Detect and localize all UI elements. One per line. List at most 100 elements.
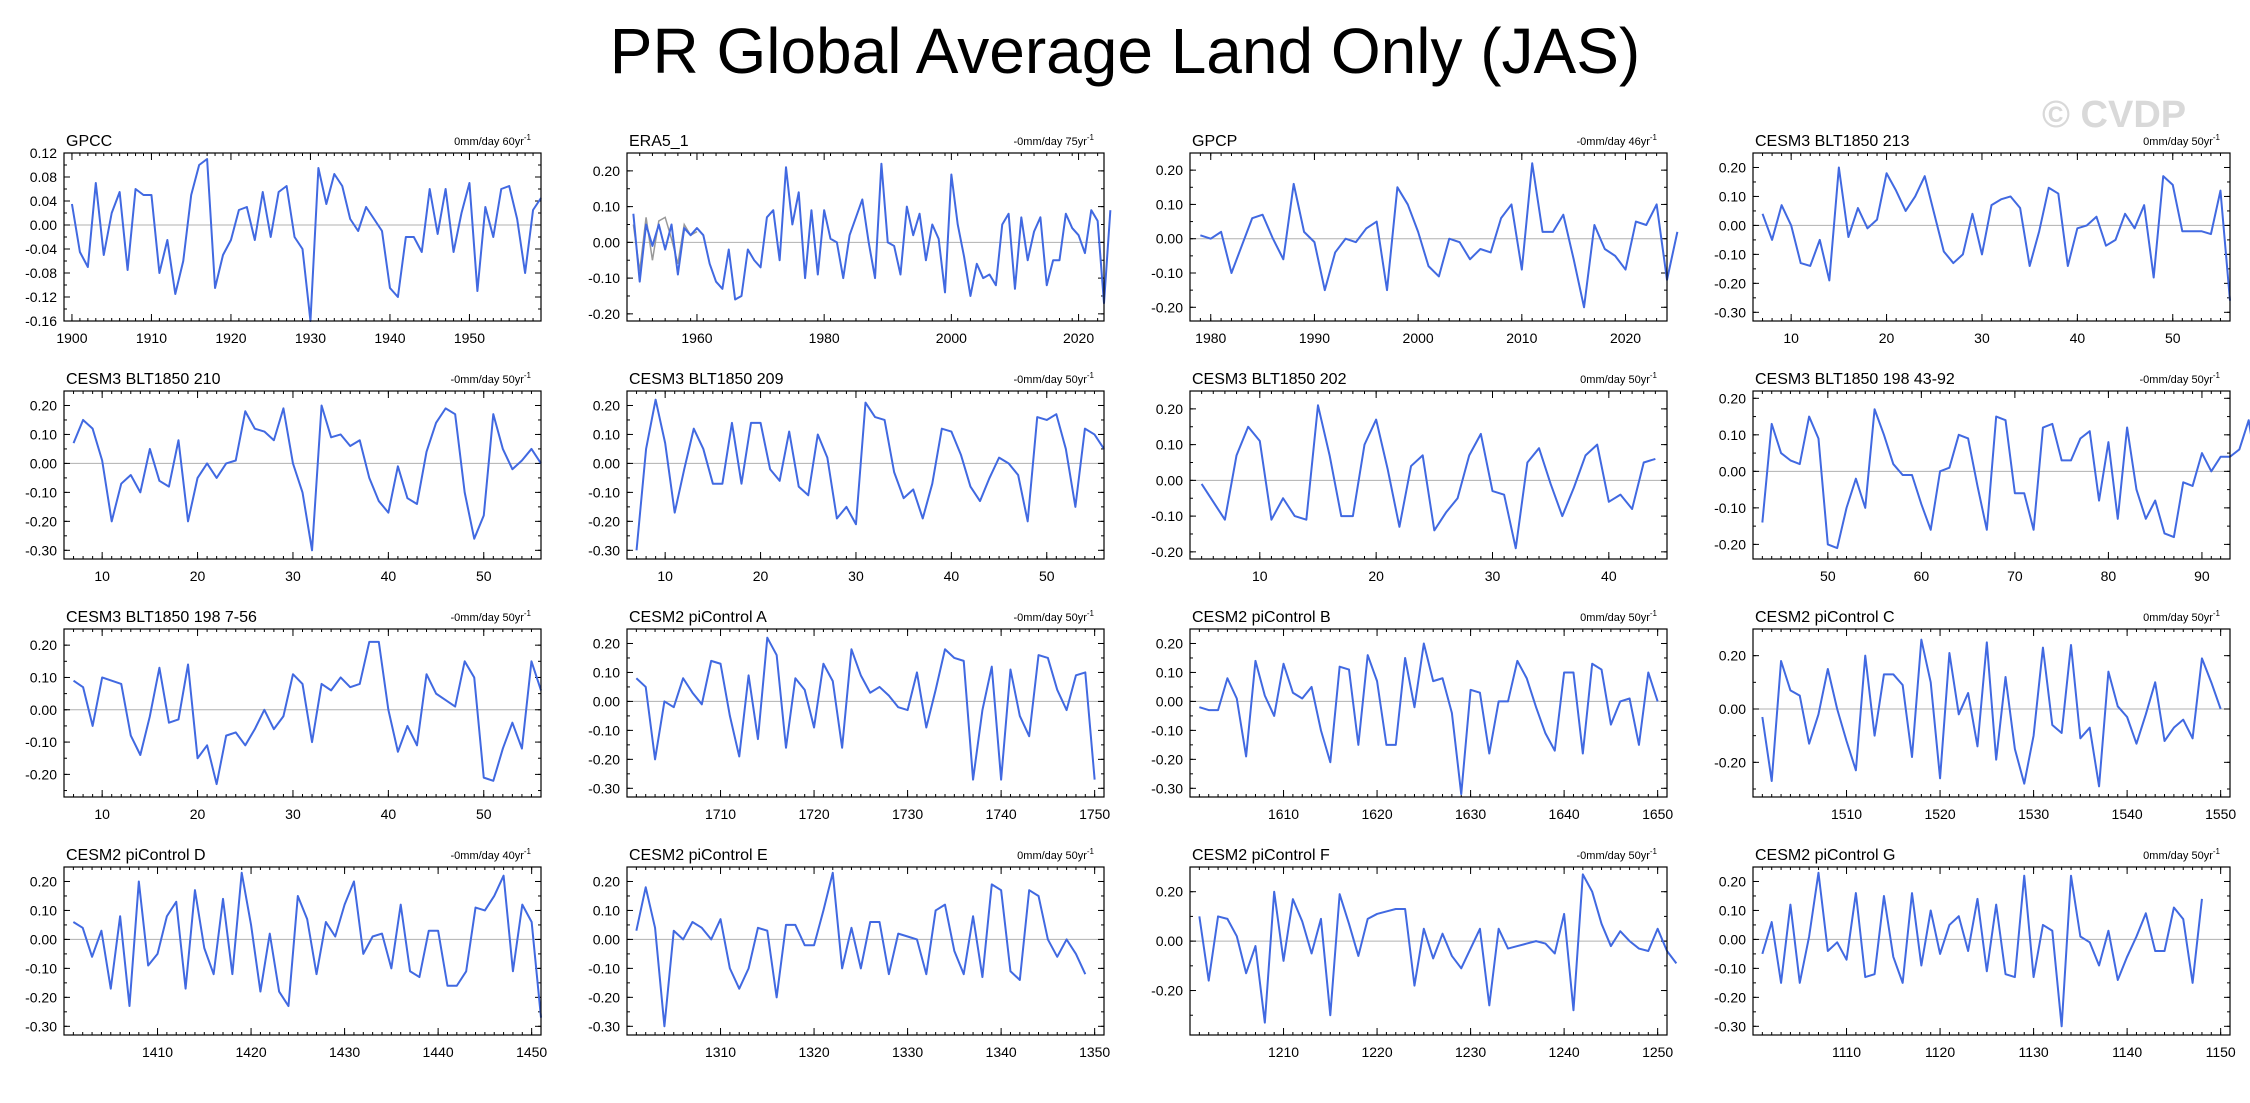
x-tick-label: 1450 xyxy=(516,1044,547,1060)
y-tick-label: 0.10 xyxy=(593,902,620,918)
series-line xyxy=(70,158,542,322)
x-tick-label: 1110 xyxy=(1832,1044,1861,1060)
series-line xyxy=(1761,871,2203,1028)
trend-superscript: -1 xyxy=(1650,847,1658,856)
x-tick-label: 1920 xyxy=(215,330,246,346)
chart-panel-4: CESM3 BLT1850 213 0mm/day 50yr-1 -0.30 -0.2… xyxy=(1714,133,2231,346)
x-tick-label: 1550 xyxy=(2205,806,2236,822)
x-tick-label: 1620 xyxy=(1361,806,1392,822)
panel-title: CESM3 BLT1850 202 xyxy=(1192,371,1347,388)
trend-label: -0mm/day 50yr-1 xyxy=(1014,371,1095,386)
trend-superscript: -1 xyxy=(1087,609,1095,618)
plot-frame xyxy=(1752,152,2231,322)
series-line xyxy=(72,404,542,552)
trend-label: -0mm/day 50yr-1 xyxy=(1014,609,1095,624)
x-tick-label: 1330 xyxy=(892,1044,923,1060)
y-tick-label: 0.10 xyxy=(1719,188,1746,204)
x-tick-label: 30 xyxy=(848,568,864,584)
x-tick-label: 1410 xyxy=(142,1044,173,1060)
series-line xyxy=(72,640,542,786)
y-tick-label: 0.20 xyxy=(1156,401,1183,417)
chart-panel-3: GPCP -0mm/day 46yr-1 -0.20 -0.10 0.00 0.10 0.2… xyxy=(1151,133,1679,346)
trend-superscript: -1 xyxy=(1087,371,1095,380)
x-tick-label: 1990 xyxy=(1299,330,1330,346)
x-tick-label: 2000 xyxy=(1403,330,1434,346)
x-tick-label: 50 xyxy=(1039,568,1055,584)
series-line xyxy=(1198,873,1678,1024)
y-tick-label: -0.10 xyxy=(588,960,620,976)
trend-superscript: -1 xyxy=(524,133,532,142)
y-tick-label: 0.20 xyxy=(1156,635,1183,651)
trend-superscript: -1 xyxy=(1650,609,1658,618)
x-tick-label: 1340 xyxy=(986,1044,1017,1060)
x-tick-label: 1140 xyxy=(2112,1044,2142,1060)
x-tick-label: 90 xyxy=(2194,568,2210,584)
x-tick-label: 10 xyxy=(1252,568,1268,584)
y-tick-label: 0.20 xyxy=(30,397,57,413)
x-tick-label: 1240 xyxy=(1549,1044,1580,1060)
y-tick-label: 0.00 xyxy=(593,234,620,250)
x-tick-label: 20 xyxy=(1879,330,1895,346)
plot-frame xyxy=(63,152,542,322)
series-line xyxy=(1761,166,2231,301)
trend-label: 0mm/day 60yr-1 xyxy=(454,133,531,148)
trend-superscript: -1 xyxy=(2213,609,2221,618)
y-tick-label: 0.10 xyxy=(593,199,620,215)
y-tick-label: 0.20 xyxy=(1156,884,1183,900)
trend-label: 0mm/day 50yr-1 xyxy=(1017,847,1094,862)
x-tick-label: 50 xyxy=(2165,330,2181,346)
cvdp-watermark: © CVDP xyxy=(2042,94,2187,136)
plot-frame xyxy=(1189,152,1668,322)
y-tick-label: 0.10 xyxy=(30,426,57,442)
x-tick-label: 1520 xyxy=(1924,806,1955,822)
y-tick-label: 0.00 xyxy=(1719,701,1746,717)
y-tick-label: 0.00 xyxy=(1156,693,1183,709)
y-tick-label: 0.20 xyxy=(30,873,57,889)
y-tick-label: 0.00 xyxy=(30,217,57,233)
chart-panel-15: CESM2 piControl F -0mm/day 50yr-1 -0.20 0.0… xyxy=(1151,847,1678,1060)
trend-label: 0mm/day 50yr-1 xyxy=(2143,847,2220,862)
x-tick-label: 10 xyxy=(94,568,110,584)
x-tick-label: 80 xyxy=(2101,568,2117,584)
y-tick-label: 0.20 xyxy=(593,873,620,889)
x-tick-label: 1910 xyxy=(136,330,167,346)
x-tick-label: 1230 xyxy=(1455,1044,1486,1060)
x-tick-label: 1630 xyxy=(1455,806,1486,822)
y-tick-label: -0.20 xyxy=(1151,299,1183,315)
panel-title: CESM2 piControl C xyxy=(1755,609,1895,626)
y-tick-label: -0.30 xyxy=(25,542,57,558)
x-tick-label: 40 xyxy=(2070,330,2086,346)
y-tick-label: -0.30 xyxy=(1714,304,1746,320)
y-tick-label: -0.30 xyxy=(588,542,620,558)
trend-superscript: -1 xyxy=(524,609,532,618)
y-tick-label: -0.30 xyxy=(588,780,620,796)
trend-superscript: -1 xyxy=(1650,133,1658,142)
x-tick-label: 1710 xyxy=(705,806,736,822)
trend-label: -0mm/day 50yr-1 xyxy=(2140,371,2221,386)
plot-frame xyxy=(1189,628,1668,798)
y-tick-label: -0.20 xyxy=(1151,751,1183,767)
x-tick-label: 20 xyxy=(1368,568,1384,584)
y-tick-label: -0.10 xyxy=(1151,265,1183,281)
y-tick-label: 0.00 xyxy=(30,455,57,471)
y-tick-label: 0.20 xyxy=(1719,159,1746,175)
panel-title: CESM3 BLT1850 198 43-92 xyxy=(1755,371,1955,388)
trend-superscript: -1 xyxy=(1087,847,1095,856)
trend-superscript: -1 xyxy=(2213,847,2221,856)
series-line xyxy=(635,871,1087,1028)
plot-frame xyxy=(1189,866,1668,1036)
y-tick-label: 0.20 xyxy=(593,397,620,413)
x-tick-label: 1980 xyxy=(1195,330,1226,346)
panel-title: CESM2 piControl D xyxy=(66,847,206,864)
y-tick-label: 0.00 xyxy=(593,931,620,947)
y-tick-label: -0.10 xyxy=(1151,508,1183,524)
x-tick-label: 1640 xyxy=(1549,806,1580,822)
trend-label: 0mm/day 50yr-1 xyxy=(2143,133,2220,148)
trend-label: 0mm/day 50yr-1 xyxy=(1580,371,1657,386)
trend-label: -0mm/day 50yr-1 xyxy=(1577,847,1658,862)
x-tick-label: 1930 xyxy=(295,330,326,346)
trend-superscript: -1 xyxy=(524,847,532,856)
y-tick-label: 0.00 xyxy=(1156,933,1183,949)
x-tick-label: 1730 xyxy=(892,806,923,822)
panel-title: CESM3 BLT1850 210 xyxy=(66,371,221,388)
